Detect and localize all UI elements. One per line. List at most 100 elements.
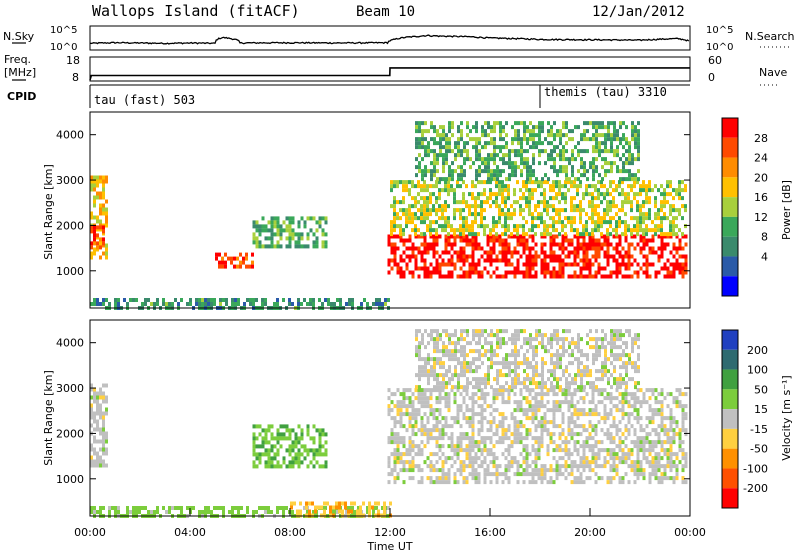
heatmap-cell (501, 224, 504, 228)
heatmap-cell (592, 361, 595, 365)
heatmap-cell (673, 275, 676, 279)
heatmap-cell (592, 424, 595, 428)
heatmap-cell (433, 357, 436, 361)
heatmap-cell (472, 243, 475, 247)
heatmap-cell (589, 460, 592, 464)
heatmap-cell (685, 255, 688, 259)
heatmap-cell (487, 381, 490, 385)
heatmap-cell (642, 200, 645, 204)
heatmap-cell (661, 480, 664, 484)
heatmap-cell (514, 400, 517, 404)
heatmap-cell (105, 208, 108, 212)
heatmap-cell (504, 216, 507, 220)
heatmap-cell (412, 476, 415, 480)
heatmap-cell (643, 243, 646, 247)
heatmap-cell (652, 448, 655, 452)
heatmap-cell (447, 216, 450, 220)
heatmap-cell (508, 247, 511, 251)
heatmap-cell (457, 341, 460, 345)
heatmap-cell (646, 460, 649, 464)
heatmap-cell (610, 456, 613, 460)
heatmap-cell (451, 133, 454, 137)
heatmap-cell (490, 448, 493, 452)
heatmap-cell (562, 337, 565, 341)
heatmap-cell (511, 255, 514, 259)
heatmap-cell (574, 157, 577, 161)
heatmap-cell (492, 216, 495, 220)
heatmap-cell (451, 247, 454, 251)
heatmap-cell (400, 468, 403, 472)
heatmap-cell (625, 267, 628, 271)
heatmap-cell (295, 460, 298, 464)
heatmap-cell (469, 137, 472, 141)
heatmap-cell (444, 188, 447, 192)
heatmap-cell (574, 263, 577, 267)
heatmap-cell (553, 169, 556, 173)
heatmap-cell (585, 188, 588, 192)
heatmap-cell (475, 333, 478, 337)
heatmap-cell (586, 267, 589, 271)
heatmap-cell (613, 161, 616, 165)
heatmap-cell (646, 267, 649, 271)
heatmap-cell (403, 396, 406, 400)
heatmap-cell (448, 251, 451, 255)
heatmap-cell (403, 243, 406, 247)
heatmap-cell (436, 333, 439, 337)
heatmap-cell (645, 196, 648, 200)
heatmap-cell (586, 243, 589, 247)
heatmap-cell (274, 456, 277, 460)
nsky-series-line (90, 35, 689, 44)
heatmap-cell (646, 424, 649, 428)
heatmap-cell (389, 502, 392, 506)
heatmap-cell (394, 464, 397, 468)
heatmap-cell (468, 212, 471, 216)
heatmap-cell (517, 464, 520, 468)
heatmap-cell (577, 341, 580, 345)
heatmap-cell (553, 157, 556, 161)
heatmap-cell (678, 180, 681, 184)
heatmap-cell (523, 369, 526, 373)
heatmap-cell (271, 432, 274, 436)
heatmap-cell (289, 436, 292, 440)
heatmap-cell (347, 510, 350, 514)
heatmap-cell (532, 141, 535, 145)
heatmap-cell (661, 472, 664, 476)
heatmap-cell (559, 141, 562, 145)
heatmap-cell (475, 452, 478, 456)
heatmap-cell (538, 255, 541, 259)
heatmap-cell (655, 444, 658, 448)
heatmap-cell (264, 302, 267, 306)
heatmap-cell (544, 381, 547, 385)
heatmap-cell (460, 392, 463, 396)
heatmap-cell (472, 259, 475, 263)
heatmap-cell (519, 208, 522, 212)
heatmap-cell (639, 216, 642, 220)
heatmap-cell (233, 265, 236, 269)
heatmap-cell (478, 404, 481, 408)
heatmap-cell (660, 204, 663, 208)
heatmap-cell (583, 365, 586, 369)
heatmap-cell (481, 424, 484, 428)
heatmap-cell (553, 137, 556, 141)
heatmap-cell (445, 373, 448, 377)
heatmap-cell (670, 424, 673, 428)
heatmap-cell (454, 153, 457, 157)
heatmap-cell (436, 243, 439, 247)
heatmap-cell (529, 404, 532, 408)
heatmap-cell (607, 275, 610, 279)
heatmap-cell (595, 271, 598, 275)
heatmap-cell (421, 173, 424, 177)
heatmap-cell (610, 452, 613, 456)
heatmap-cell (577, 275, 580, 279)
heatmap-cell (498, 188, 501, 192)
heatmap-cell (271, 224, 274, 228)
heatmap-cell (514, 333, 517, 337)
heatmap-cell (670, 452, 673, 456)
heatmap-cell (445, 243, 448, 247)
heatmap-cell (592, 125, 595, 129)
heatmap-cell (304, 444, 307, 448)
heatmap-cell (393, 208, 396, 212)
heatmap-cell (436, 141, 439, 145)
heatmap-cell (625, 141, 628, 145)
heatmap-cell (592, 161, 595, 165)
